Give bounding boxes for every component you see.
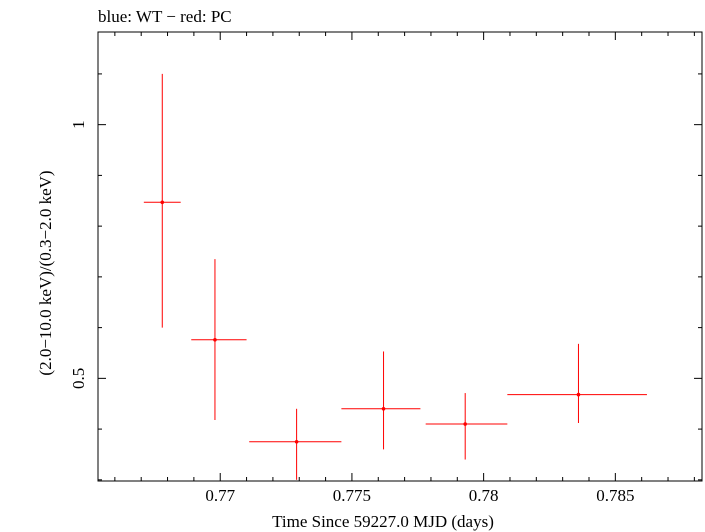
data-point [381, 406, 386, 411]
y-axis-label: (2.0−10.0 keV)/(0.3−2.0 keV) [36, 170, 55, 375]
data-point [294, 439, 299, 444]
plot-frame [97, 31, 703, 482]
x-tick-label: 0.785 [596, 486, 634, 505]
axis-tick-labels: 0.77 0.775 0.78 0.785 0.5 1 [69, 120, 634, 505]
data-point [576, 392, 581, 397]
y-tick-label: 1 [69, 120, 88, 129]
y-tick-label: 0.5 [69, 368, 88, 389]
x-tick-label: 0.78 [469, 486, 499, 505]
data-points [143, 73, 647, 480]
data-point [463, 422, 467, 426]
data-point [160, 200, 165, 205]
chart-title: blue: WT − red: PC [98, 7, 232, 26]
x-tick-label: 0.775 [333, 486, 371, 505]
data-point [213, 337, 217, 342]
x-axis-label: Time Since 59227.0 MJD (days) [272, 512, 494, 531]
axis-ticks [98, 32, 702, 481]
x-tick-label: 0.77 [205, 486, 235, 505]
